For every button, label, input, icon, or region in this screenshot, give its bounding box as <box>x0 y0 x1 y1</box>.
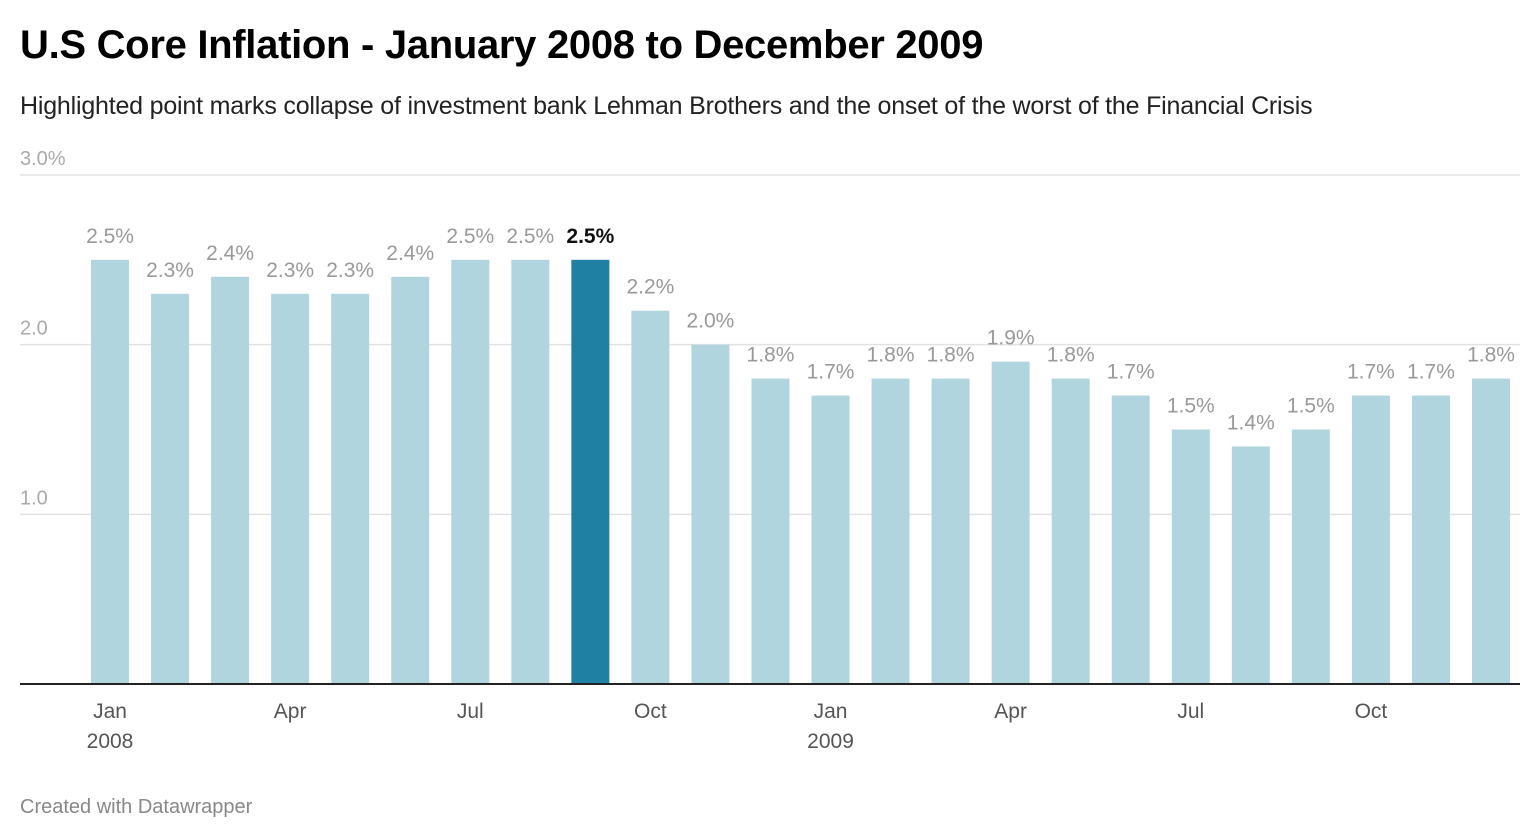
gridlines: 1.0 2.0 3.0% <box>20 148 1520 516</box>
x-tick-year-label: 2008 <box>87 730 134 753</box>
footer-credit: Created with Datawrapper <box>20 796 253 818</box>
data-label: 1.7% <box>807 361 855 384</box>
bar <box>1351 395 1390 684</box>
data-label: 1.8% <box>747 344 795 367</box>
bar <box>691 344 730 684</box>
x-axis: Jan 2008 Apr Jul Oct Jan 2009 Apr Jul Oct <box>20 683 1520 753</box>
bar <box>1231 446 1270 684</box>
x-tick-label: Apr <box>994 700 1027 723</box>
bar <box>91 259 129 684</box>
bar <box>1411 395 1450 684</box>
bar <box>331 293 370 684</box>
data-labels: 2.5% 2.3% 2.4% 2.3% 2.3% 2.4% 2.5% 2.5% 2.5% 2.2%… <box>86 225 1515 435</box>
bar <box>1051 378 1090 684</box>
bar <box>991 361 1030 684</box>
data-label-highlighted: 2.5% <box>566 225 614 248</box>
bar <box>511 259 550 684</box>
bar <box>271 293 310 684</box>
data-label: 1.8% <box>927 344 975 367</box>
data-label: 2.0% <box>686 310 734 333</box>
bar <box>751 378 790 684</box>
data-label: 1.8% <box>867 344 915 367</box>
y-tick-label: 2.0 <box>20 318 48 340</box>
bar <box>811 395 850 684</box>
chart-title: U.S Core Inflation - January 2008 to Dec… <box>20 23 984 67</box>
bar <box>931 378 970 684</box>
x-tick-label: Jan <box>93 700 127 723</box>
bar <box>1171 429 1210 684</box>
data-label: 2.4% <box>386 242 434 265</box>
bar-highlighted <box>571 259 610 684</box>
data-label: 1.5% <box>1167 395 1215 418</box>
x-tick-label: Jan <box>814 700 848 723</box>
data-label: 1.7% <box>1107 361 1155 384</box>
data-label: 1.9% <box>987 327 1035 350</box>
data-label: 2.4% <box>206 242 254 265</box>
bar <box>211 276 250 684</box>
data-label: 2.5% <box>86 225 134 248</box>
bar <box>871 378 910 684</box>
data-label: 2.2% <box>626 276 674 299</box>
bar <box>1472 378 1510 684</box>
x-tick-label: Apr <box>274 700 307 723</box>
bars <box>91 259 1510 684</box>
x-tick-label: Oct <box>1355 700 1388 723</box>
y-tick-label: 1.0 <box>20 487 48 509</box>
x-tick-year-label: 2009 <box>807 730 854 753</box>
chart-subtitle: Highlighted point marks collapse of inve… <box>20 92 1313 120</box>
x-tick-label: Jul <box>457 700 484 723</box>
x-tick-label: Oct <box>634 700 667 723</box>
data-label: 1.4% <box>1227 411 1275 434</box>
bar <box>151 293 190 684</box>
bar <box>1111 395 1150 684</box>
bar <box>631 310 670 684</box>
data-label: 2.3% <box>326 259 374 282</box>
data-label: 2.3% <box>146 259 194 282</box>
y-tick-label: 3.0% <box>20 148 66 170</box>
data-label: 1.5% <box>1287 395 1335 418</box>
bar <box>451 259 490 684</box>
x-tick-label: Jul <box>1177 700 1204 723</box>
data-label: 2.5% <box>506 225 554 248</box>
data-label: 1.8% <box>1467 344 1515 367</box>
bar <box>1291 429 1330 684</box>
data-label: 1.7% <box>1407 361 1455 384</box>
data-label: 2.5% <box>446 225 494 248</box>
data-label: 1.8% <box>1047 344 1095 367</box>
data-label: 1.7% <box>1347 361 1395 384</box>
bar <box>391 276 430 684</box>
data-label: 2.3% <box>266 259 314 282</box>
